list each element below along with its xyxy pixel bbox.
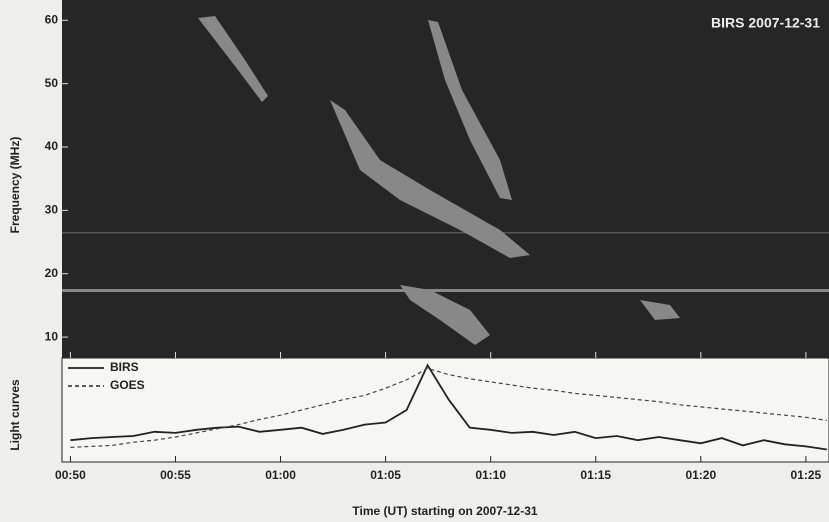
y-tick-label: 40 [45,139,59,153]
legend-label: BIRS [110,360,139,374]
spectral-feature [428,20,512,200]
x-axis-label: Time (UT) starting on 2007-12-31 [352,504,537,518]
y-axis-label: Frequency (MHz) [8,137,22,234]
x-tick-label: 00:50 [55,468,86,482]
spectral-feature [330,100,530,258]
spectral-feature [62,289,829,292]
y-tick-label: 20 [45,266,59,280]
series-line [70,367,827,448]
y-tick-label: 30 [45,203,59,217]
x-tick-label: 01:00 [265,468,296,482]
legend-label: GOES [110,378,145,392]
light-curve-panel [61,357,829,463]
x-tick-label: 00:55 [160,468,191,482]
annotation: BIRS 2007-12-31 [711,15,820,31]
x-tick-label: 01:20 [685,468,716,482]
y-tick-label: 10 [45,329,59,343]
spectral-feature [400,285,490,345]
spectral-features [62,16,829,345]
x-tick-label: 01:15 [580,468,611,482]
y-tick-label: 50 [45,76,59,90]
x-tick-label: 01:05 [370,468,401,482]
y-axis-label: Light curves [8,379,22,451]
y-tick-label: 60 [45,12,59,26]
spectral-feature [198,16,268,102]
series-line [70,363,828,451]
spectral-feature [62,232,829,234]
x-tick-label: 01:25 [791,468,822,482]
x-tick-label: 01:10 [475,468,506,482]
spectral-feature [640,300,680,320]
